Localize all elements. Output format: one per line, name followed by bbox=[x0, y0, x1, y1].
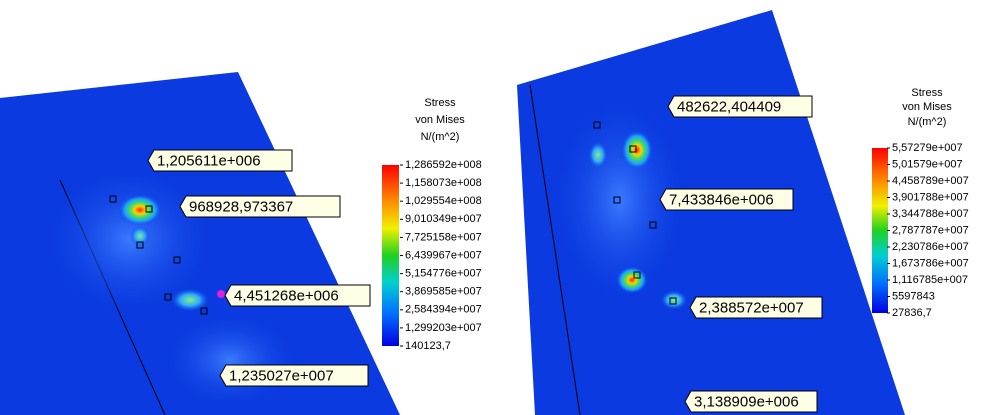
legend-label: 2,787787e+007 bbox=[892, 224, 969, 236]
legend-label: 6,439967e+007 bbox=[405, 249, 482, 261]
probe-label: 968928,973367 bbox=[189, 198, 293, 215]
probe-label: 2,388572e+007 bbox=[699, 299, 804, 316]
legend-label: 2,230786e+007 bbox=[892, 241, 969, 253]
left-body bbox=[0, 72, 400, 415]
probe-label: 1,205611e+006 bbox=[157, 152, 261, 169]
legend-title: von Mises bbox=[902, 101, 952, 113]
probe-label: 3,138909e+006 bbox=[694, 393, 799, 410]
legend-label: 1,158073e+008 bbox=[405, 177, 482, 189]
legend-label: 9,010349e+007 bbox=[405, 213, 482, 225]
legend-title: N/(m^2) bbox=[421, 131, 460, 143]
legend-label: 5,01579e+007 bbox=[892, 158, 963, 170]
legend-label: 1,116785e+007 bbox=[892, 274, 968, 286]
legend-label: 7,725158e+007 bbox=[405, 231, 482, 243]
right-body bbox=[517, 10, 905, 415]
legend-label: 140123,7 bbox=[405, 340, 451, 352]
probe-label: 482622,404409 bbox=[677, 98, 781, 115]
legend-label: 1,029554e+008 bbox=[405, 195, 482, 207]
probe-label: 7,433846e+006 bbox=[669, 191, 774, 208]
legend-label: 4,458789e+007 bbox=[892, 175, 969, 187]
color-bar bbox=[872, 148, 888, 313]
legend-title: Stress bbox=[424, 97, 456, 109]
legend-label: 5,57279e+007 bbox=[892, 142, 963, 154]
legend-title: Stress bbox=[911, 87, 943, 99]
legend-label: 5,154776e+007 bbox=[405, 268, 482, 280]
fea-view: Stress von Mises N/(m^2) 1,286592e+008 1,158… bbox=[0, 0, 985, 415]
legend-label: 1,286592e+008 bbox=[405, 159, 482, 171]
legend-label: 2,584394e+007 bbox=[405, 304, 482, 316]
legend-label: 3,344788e+007 bbox=[892, 208, 969, 220]
legend-label: 27836,7 bbox=[892, 307, 932, 319]
legend-title: N/(m^2) bbox=[908, 116, 947, 128]
probe-label: 1,235027e+007 bbox=[229, 367, 334, 384]
color-bar bbox=[382, 165, 399, 346]
legend-label: 3,901788e+007 bbox=[892, 191, 969, 203]
legend-label: 3,869585e+007 bbox=[405, 286, 482, 298]
legend-label: 5597843 bbox=[892, 290, 935, 302]
probe-label: 4,451268e+006 bbox=[234, 287, 339, 304]
legend-label: 1,673786e+007 bbox=[892, 257, 969, 269]
legend-label: 1,299203e+007 bbox=[405, 322, 482, 334]
legend-title: von Mises bbox=[415, 114, 465, 126]
